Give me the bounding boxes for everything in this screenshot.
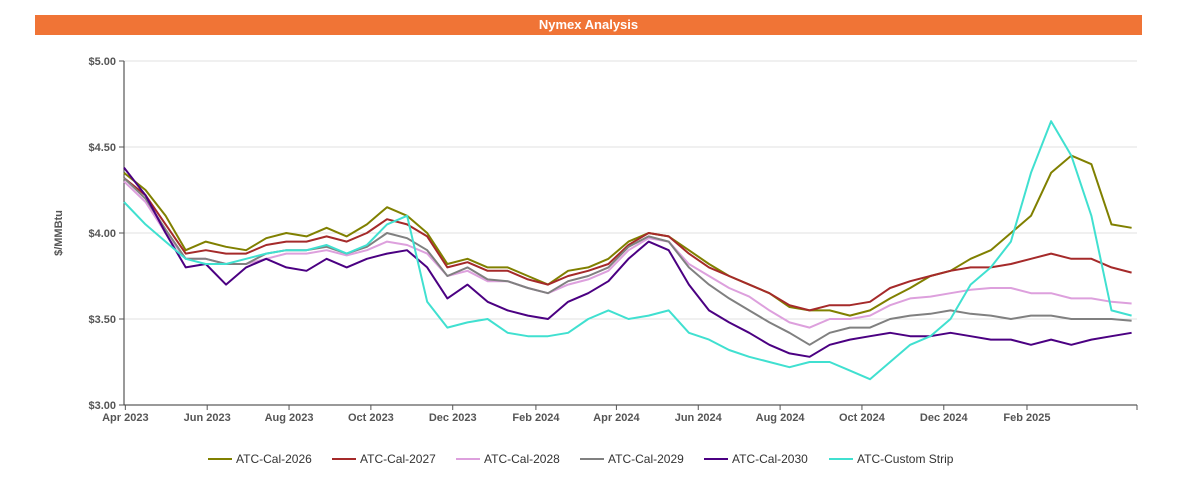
y-tick-label: $5.00 <box>88 56 116 68</box>
x-tick-label: Dec 2023 <box>429 412 477 424</box>
legend-label: ATC-Cal-2026 <box>236 452 312 466</box>
series-lines <box>123 120 1132 381</box>
series-line-atc-cal-2026 <box>123 154 1132 317</box>
legend-label: ATC-Custom Strip <box>857 452 954 466</box>
x-tick-label: Oct 2023 <box>348 412 394 424</box>
x-tick-label: Dec 2024 <box>920 412 969 424</box>
x-tick-label: Apr 2024 <box>593 412 640 424</box>
x-tick-label: Oct 2024 <box>839 412 886 424</box>
y-tick-label: $4.50 <box>88 142 116 154</box>
x-tick-label: Feb 2024 <box>512 412 560 424</box>
grid-lines <box>124 60 1137 406</box>
y-tick-label: $3.50 <box>88 314 116 326</box>
x-tick-label: Feb 2025 <box>1003 412 1050 424</box>
x-axis-ticks: Apr 2023 Jun 2023 Aug 2023 Oct 2023 Dec 2023… <box>102 405 1138 424</box>
legend-item[interactable]: ATC-Cal-2027 <box>332 452 436 466</box>
x-tick-label: Jun 2023 <box>184 412 231 424</box>
y-axis-ticks: $3.00 $3.50 $4.00 $4.50 $5.00 <box>88 56 124 412</box>
legend-item[interactable]: ATC-Cal-2030 <box>704 452 808 466</box>
x-tick-label: Apr 2023 <box>102 412 148 424</box>
x-tick-label: Aug 2023 <box>265 412 314 424</box>
y-axis-label: $/MMBtu <box>53 210 65 256</box>
x-tick-label: Jun 2024 <box>675 412 723 424</box>
legend-item[interactable]: ATC-Cal-2029 <box>580 452 684 466</box>
legend-label: ATC-Cal-2029 <box>608 452 684 466</box>
legend-item[interactable]: ATC-Cal-2026 <box>208 452 312 466</box>
legend[interactable]: ATC-Cal-2026 ATC-Cal-2027 ATC-Cal-2028 ATC-… <box>208 452 954 466</box>
legend-item[interactable]: ATC-Custom Strip <box>829 452 954 466</box>
y-tick-label: $3.00 <box>88 400 116 412</box>
x-tick-label: Aug 2024 <box>756 412 806 424</box>
legend-label: ATC-Cal-2030 <box>732 452 808 466</box>
chart-title: Nymex Analysis <box>35 15 1142 35</box>
series-line-atc-cal-2030 <box>123 166 1132 358</box>
y-tick-label: $4.00 <box>88 228 116 240</box>
legend-item[interactable]: ATC-Cal-2028 <box>456 452 560 466</box>
legend-label: ATC-Cal-2027 <box>360 452 436 466</box>
legend-label: ATC-Cal-2028 <box>484 452 560 466</box>
series-line-atc-cal-2028 <box>123 180 1132 329</box>
series-line-atc-custom-strip <box>123 120 1132 381</box>
series-line-atc-cal-2027 <box>123 177 1132 312</box>
